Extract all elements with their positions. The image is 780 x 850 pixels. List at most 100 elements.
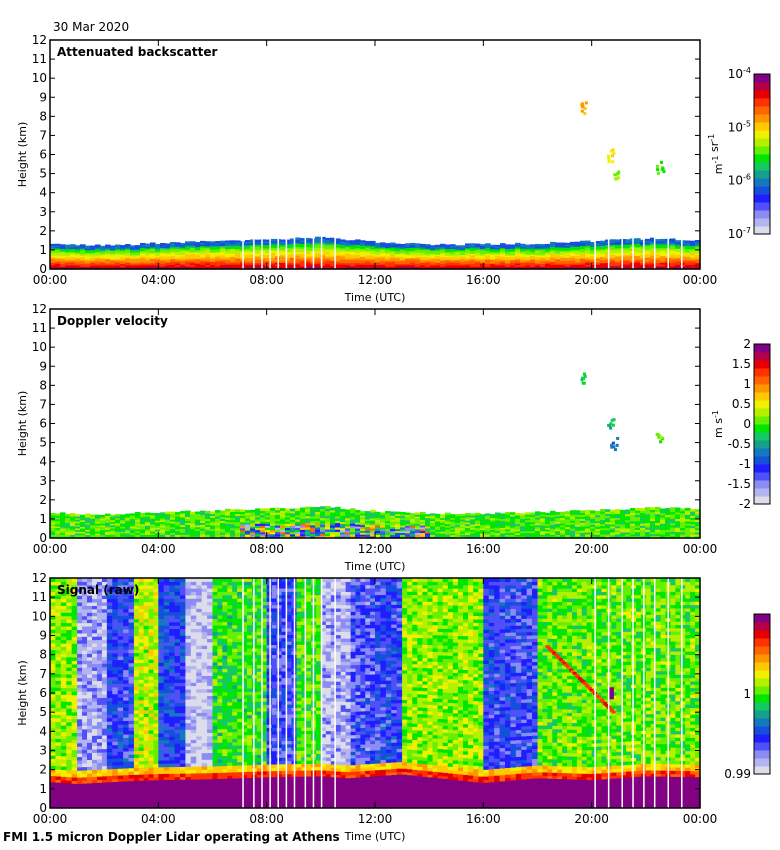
heatmap-cell [580, 510, 586, 514]
heatmap-cell [115, 247, 121, 250]
heatmap-cell [82, 588, 88, 593]
heatmap-cell [385, 514, 391, 518]
heatmap-cell [255, 242, 261, 246]
heatmap-cell [465, 257, 471, 260]
heatmap-cell [595, 534, 601, 537]
heatmap-cell [325, 244, 331, 248]
heatmap-cell [535, 522, 541, 526]
heatmap-cell [325, 263, 331, 267]
heatmap-cell [270, 512, 276, 515]
heatmap-cell [690, 243, 696, 247]
heatmap-cell [185, 244, 191, 247]
heatmap-cell [420, 245, 426, 248]
heatmap-cell [280, 533, 286, 537]
heatmap-cell [165, 522, 171, 526]
heatmap-cell [555, 266, 561, 269]
heatmap-cell [250, 249, 256, 252]
heatmap-cell [82, 629, 88, 634]
heatmap-cell [130, 265, 136, 267]
heatmap-cell [540, 528, 546, 532]
heatmap-cell [635, 510, 641, 513]
heatmap-cell [475, 518, 481, 521]
heatmap-cell [82, 728, 88, 733]
heatmap-cell [370, 242, 376, 245]
heatmap-cell [560, 534, 566, 537]
heatmap-cell [640, 265, 646, 268]
heatmap-cell [370, 244, 376, 247]
heatmap-cell [55, 751, 62, 757]
heatmap-cell [175, 260, 181, 263]
heatmap-cell [85, 529, 91, 532]
heatmap-cell [635, 243, 641, 246]
heatmap-cell [420, 513, 426, 517]
heatmap-cell [345, 521, 351, 525]
heatmap-cell [180, 530, 186, 533]
heatmap-cell [605, 254, 611, 257]
heatmap-cell [250, 529, 256, 533]
heatmap-cell [370, 259, 376, 262]
heatmap-cell [450, 259, 456, 262]
x-tick-label: 00:00 [33, 542, 68, 556]
heatmap-cell [255, 239, 261, 242]
heatmap-cell [565, 260, 571, 263]
heatmap-cell [690, 245, 696, 248]
heatmap-cell [605, 249, 611, 252]
heatmap-cell [560, 513, 566, 517]
heatmap-cell [485, 258, 491, 262]
heatmap-cell [335, 248, 341, 251]
heatmap-cell [390, 520, 396, 524]
heatmap-cell [295, 258, 301, 261]
heatmap-cell [140, 520, 146, 523]
heatmap-cell [475, 259, 481, 262]
heatmap-cell [385, 528, 391, 531]
heatmap-cell [495, 527, 501, 530]
heatmap-cell [315, 252, 321, 256]
heatmap-cell [225, 243, 231, 246]
heatmap-cell [245, 534, 251, 537]
heatmap-cell [540, 262, 546, 265]
heatmap-cell [71, 660, 78, 665]
heatmap-cell [77, 708, 83, 713]
heatmap-cell [385, 261, 391, 264]
heatmap-cell [185, 255, 191, 258]
heatmap-cell [145, 249, 151, 252]
heatmap-cell [490, 527, 496, 531]
heatmap-cell [455, 259, 461, 262]
heatmap-cell [540, 257, 546, 260]
heatmap-cell [545, 264, 551, 267]
heatmap-cell [380, 527, 386, 530]
heatmap-cell [445, 256, 451, 259]
heatmap-cell [70, 260, 76, 263]
heatmap-cell [450, 534, 456, 537]
heatmap-cell [535, 243, 541, 246]
heatmap-cell [595, 248, 601, 251]
heatmap-cell [85, 254, 91, 257]
heatmap-cell [545, 256, 551, 259]
heatmap-cell [70, 530, 76, 534]
heatmap-cell [375, 257, 381, 260]
heatmap-cell [685, 525, 691, 528]
heatmap-cell [77, 619, 83, 624]
heatmap-cell [230, 521, 236, 525]
heatmap-cell [365, 524, 371, 528]
heatmap-cell [66, 601, 73, 606]
heatmap-cell [590, 512, 596, 516]
heatmap-cell [250, 260, 256, 264]
heatmap-cell [505, 260, 511, 263]
heatmap-cell [385, 532, 391, 535]
heatmap-cell [80, 259, 86, 262]
heatmap-cell [695, 529, 701, 533]
heatmap-cell [565, 511, 571, 514]
heatmap-cell [335, 243, 341, 246]
surface-layer-cell [60, 783, 67, 808]
heatmap-cell [470, 525, 476, 529]
heatmap-cell [87, 742, 93, 747]
heatmap-cell [440, 514, 446, 517]
heatmap-cell [435, 525, 441, 529]
heatmap-cell [425, 259, 431, 262]
heatmap-cell [250, 523, 256, 527]
heatmap-cell [90, 532, 96, 536]
heatmap-cell [415, 244, 421, 247]
heatmap-cell [640, 244, 646, 247]
heatmap-cell [160, 261, 166, 264]
